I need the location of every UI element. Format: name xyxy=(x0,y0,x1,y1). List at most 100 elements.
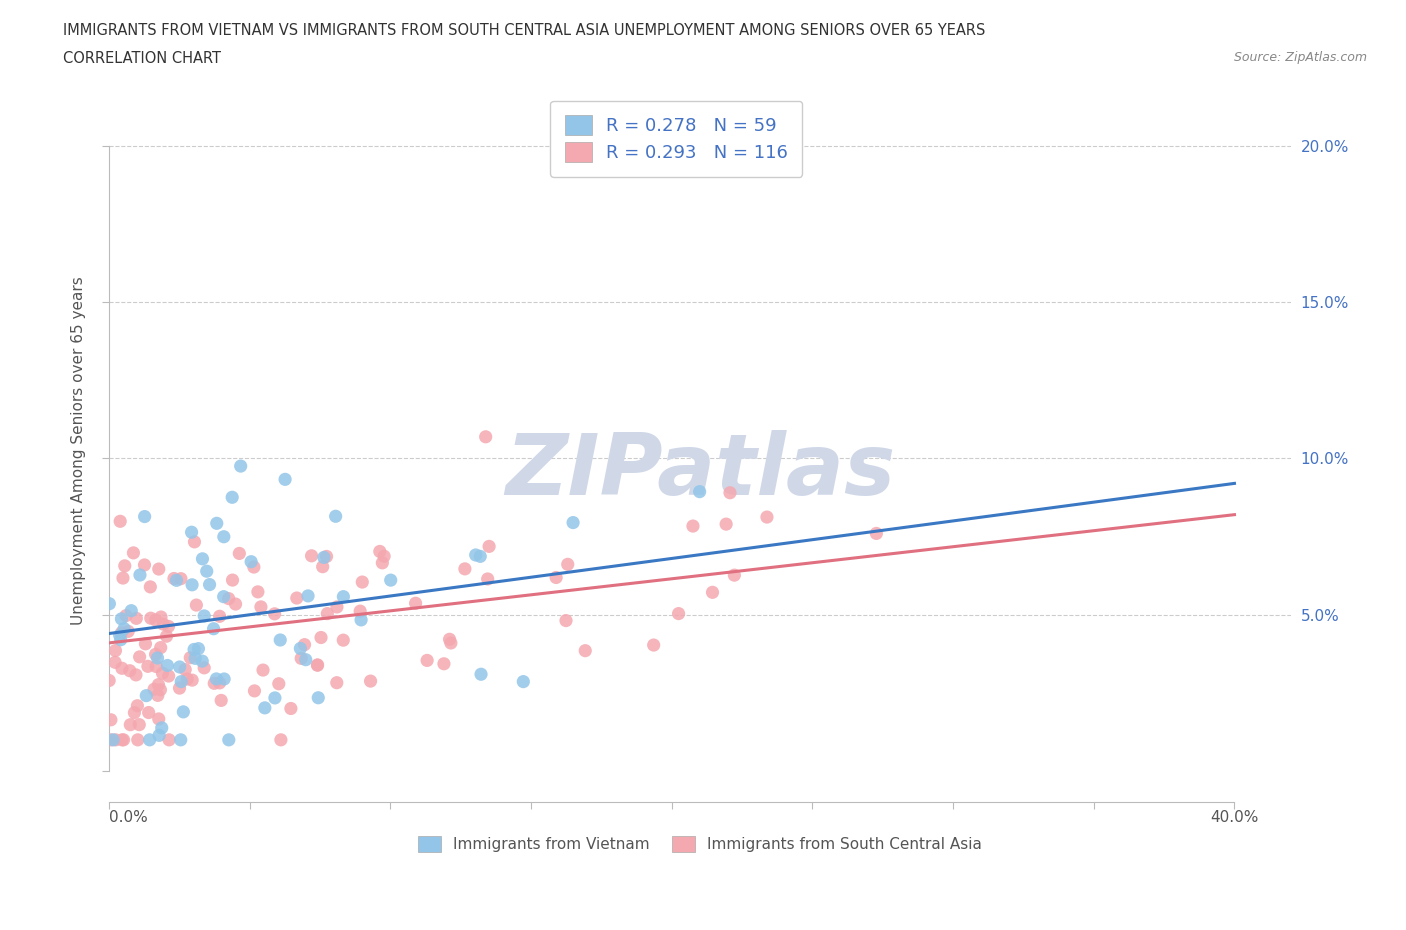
Point xyxy=(574,644,596,658)
Point xyxy=(183,642,205,657)
Point xyxy=(252,663,274,678)
Point xyxy=(128,649,150,664)
Point xyxy=(183,535,205,550)
Point xyxy=(166,573,188,588)
Point xyxy=(205,671,228,686)
Point xyxy=(111,571,134,586)
Point xyxy=(209,693,232,708)
Point xyxy=(180,525,202,539)
Point xyxy=(170,674,193,689)
Point xyxy=(315,549,337,564)
Point xyxy=(557,557,579,572)
Point xyxy=(127,698,149,713)
Point xyxy=(156,658,179,673)
Point xyxy=(148,677,170,692)
Point xyxy=(100,733,122,748)
Point xyxy=(148,711,170,726)
Point xyxy=(146,688,169,703)
Point xyxy=(127,733,149,748)
Point xyxy=(221,573,243,588)
Point xyxy=(464,548,486,563)
Point xyxy=(405,596,427,611)
Point xyxy=(702,585,724,600)
Point xyxy=(250,600,273,615)
Point xyxy=(148,728,170,743)
Point xyxy=(120,717,142,732)
Point xyxy=(470,667,492,682)
Point xyxy=(118,663,141,678)
Point xyxy=(120,604,142,618)
Point xyxy=(246,584,269,599)
Point xyxy=(193,660,215,675)
Point xyxy=(263,606,285,621)
Point xyxy=(218,591,240,606)
Point xyxy=(668,606,690,621)
Point xyxy=(433,657,456,671)
Point xyxy=(117,624,139,639)
Point xyxy=(145,659,167,674)
Point xyxy=(145,613,167,628)
Point xyxy=(212,529,235,544)
Point xyxy=(714,517,737,532)
Point xyxy=(149,683,172,698)
Point xyxy=(191,551,214,566)
Point xyxy=(176,671,198,686)
Point xyxy=(477,572,499,587)
Point xyxy=(112,733,135,748)
Point xyxy=(125,668,148,683)
Point xyxy=(326,675,349,690)
Point xyxy=(325,509,347,524)
Point xyxy=(269,632,291,647)
Point xyxy=(181,578,204,592)
Point xyxy=(264,690,287,705)
Point xyxy=(368,544,391,559)
Point xyxy=(104,644,127,658)
Point xyxy=(163,571,186,586)
Point xyxy=(114,558,136,573)
Point xyxy=(212,590,235,604)
Point xyxy=(104,655,127,670)
Point xyxy=(157,619,180,634)
Point xyxy=(134,557,156,572)
Point xyxy=(138,705,160,720)
Point xyxy=(128,717,150,732)
Point xyxy=(755,510,778,525)
Point xyxy=(111,733,134,748)
Point xyxy=(682,519,704,534)
Point xyxy=(202,676,225,691)
Point xyxy=(512,674,534,689)
Point xyxy=(332,590,354,604)
Point xyxy=(139,611,162,626)
Point xyxy=(187,641,209,656)
Point xyxy=(212,671,235,686)
Point xyxy=(112,621,135,636)
Text: 0.0%: 0.0% xyxy=(110,810,148,825)
Y-axis label: Unemployment Among Seniors over 65 years: Unemployment Among Seniors over 65 years xyxy=(72,276,86,625)
Point xyxy=(285,591,308,605)
Point xyxy=(135,688,157,703)
Point xyxy=(309,630,332,644)
Point xyxy=(149,640,172,655)
Text: CORRELATION CHART: CORRELATION CHART xyxy=(63,51,221,66)
Point xyxy=(152,617,174,631)
Point xyxy=(101,733,124,748)
Point xyxy=(643,638,665,653)
Point xyxy=(274,472,297,486)
Point xyxy=(562,515,585,530)
Point xyxy=(110,632,132,647)
Point xyxy=(195,564,218,578)
Point xyxy=(478,539,501,554)
Point xyxy=(129,567,152,582)
Point xyxy=(152,666,174,681)
Point xyxy=(228,546,250,561)
Point xyxy=(191,654,214,669)
Point xyxy=(146,651,169,666)
Point xyxy=(134,509,156,524)
Point xyxy=(155,629,177,644)
Point xyxy=(416,653,439,668)
Point xyxy=(352,575,374,590)
Point xyxy=(297,589,319,604)
Point xyxy=(205,516,228,531)
Point xyxy=(294,637,316,652)
Point xyxy=(108,514,131,529)
